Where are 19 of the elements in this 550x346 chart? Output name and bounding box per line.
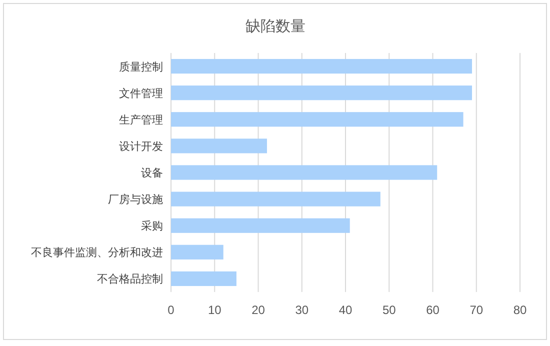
x-tick-label: 70 xyxy=(470,303,484,317)
y-tick-label: 厂房与设施 xyxy=(108,193,163,206)
x-tick-label: 80 xyxy=(513,303,527,317)
y-tick-label: 设计开发 xyxy=(119,140,163,153)
y-tick-label: 文件管理 xyxy=(119,86,163,100)
y-tick-label: 不合格品控制 xyxy=(97,272,163,286)
title: 缺陷数量 xyxy=(246,18,306,35)
y-tick-label: 生产管理 xyxy=(119,113,163,126)
x-tick-label: 50 xyxy=(382,303,396,317)
x-tick-label: 60 xyxy=(426,303,440,317)
x-tick-label: 0 xyxy=(168,303,175,317)
x-tick-label: 30 xyxy=(295,303,309,317)
x-tick-label: 10 xyxy=(208,303,222,317)
y-tick-label: 质量控制 xyxy=(119,60,163,74)
y-tick-label: 不良事件监测、分析和改进 xyxy=(31,246,163,260)
y-tick-label: 设备 xyxy=(141,168,163,180)
x-tick-label: 40 xyxy=(338,303,352,317)
x-tick-label: 20 xyxy=(252,303,266,317)
y-tick-label: 采购 xyxy=(141,220,163,233)
